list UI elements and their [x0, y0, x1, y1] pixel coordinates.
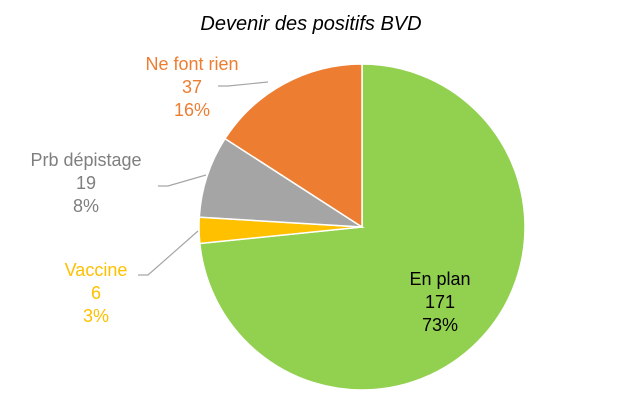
slice-label-value-en-plan: 171	[425, 292, 455, 312]
slice-label-value-vaccine: 6	[91, 283, 101, 303]
leader-lines	[138, 81, 269, 276]
slice-labels: En plan 171 73% Vaccine 6 3% Prb dépistage 19 8%…	[30, 54, 470, 335]
slice-label-percent-vaccine: 3%	[83, 306, 109, 326]
slice-label-name-prb-depistage: Prb dépistage	[30, 150, 141, 170]
leader-line-prb-depistage	[158, 174, 207, 187]
slice-label-name-ne-font-rien: Ne font rien	[145, 54, 238, 74]
slice-label-value-ne-font-rien: 37	[182, 77, 202, 97]
slice-label-value-prb-depistage: 19	[76, 173, 96, 193]
slice-label-name-vaccine: Vaccine	[65, 260, 128, 280]
slice-label-percent-ne-font-rien: 16%	[174, 100, 210, 120]
slice-label-name-en-plan: En plan	[409, 269, 470, 289]
slice-label-percent-prb-depistage: 8%	[73, 196, 99, 216]
pie-slice-ne-font-rien	[224, 63, 363, 229]
pie-slices	[198, 63, 526, 391]
leader-line-ne-font-rien	[218, 81, 269, 87]
leader-line-vaccine	[138, 230, 199, 276]
chart-title: Devenir des positifs BVD	[200, 13, 421, 35]
slice-label-percent-en-plan: 73%	[422, 315, 458, 335]
